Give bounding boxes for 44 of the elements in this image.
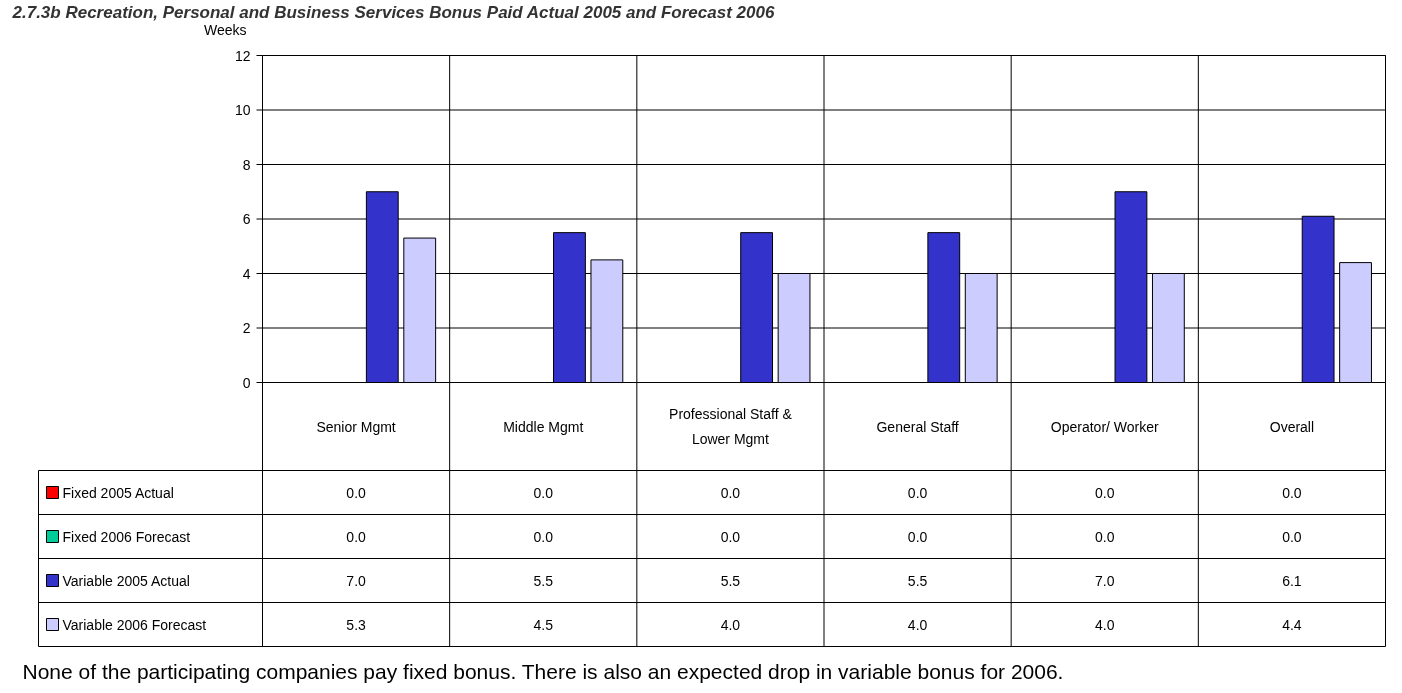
data-label: 4.0 (720, 616, 741, 633)
data-label: 0.0 (1095, 528, 1115, 545)
y-tick-label: 2 (242, 320, 251, 336)
x-tick-label: Middle Mgmt (503, 418, 584, 435)
data-label: 0.0 (1282, 528, 1302, 545)
y-axis-title: Weeks (203, 21, 247, 38)
y-tick-label: 8 (242, 156, 251, 173)
data-label: 5.5 (907, 572, 928, 589)
legend-label: Fixed 2006 Forecast (62, 528, 191, 545)
data-label: 0.0 (907, 528, 928, 545)
legend-label: Variable 2006 Forecast (62, 616, 207, 633)
x-tick-label: Overall (1269, 418, 1315, 435)
text: None of the participating companies pay fixed bonus. There is also an expected drop in variable bonus for 2006. (22, 660, 1064, 683)
data-label: 0.0 (346, 528, 367, 545)
legend-label: Fixed 2005 Actual (62, 484, 174, 501)
data-label: 4.0 (1095, 616, 1115, 633)
y-tick-label: 0 (242, 374, 251, 391)
data-label: 0.0 (1282, 484, 1302, 501)
data-label: 7.0 (1095, 572, 1115, 589)
data-label: 0.0 (533, 484, 554, 501)
x-tick-label: Professional Staff & Lower Mgmt (669, 405, 793, 448)
data-label: 0.0 (533, 528, 554, 545)
data-label: 0.0 (907, 484, 928, 501)
data-label: 0.0 (720, 484, 741, 501)
data-label: 6.1 (1282, 572, 1302, 589)
y-tick-label: 4 (242, 265, 251, 282)
legend-label: Variable 2005 Actual (62, 572, 190, 589)
data-label: 4.5 (533, 616, 554, 633)
data-label: 7.0 (346, 572, 367, 589)
x-tick-label: Operator/ Worker (1050, 418, 1160, 435)
data-label: 0.0 (720, 528, 741, 545)
data-label: 0.0 (346, 484, 367, 501)
y-tick-label: 12 (234, 47, 251, 64)
data-label: 4.0 (907, 616, 928, 633)
y-tick-label: 6 (242, 211, 251, 227)
data-label: 5.5 (720, 572, 741, 589)
data-label: 4.4 (1282, 616, 1302, 633)
x-tick-label: General Staff (876, 418, 959, 435)
chart-title: 2.7.3b Recreation, Personal and Business Services Bonus Paid Actual 2005 and Forecast 2006 (11, 3, 775, 22)
data-label: 5.5 (533, 572, 554, 589)
data-label: 0.0 (1095, 484, 1115, 501)
y-tick-label: 10 (234, 102, 251, 118)
x-tick-label: Senior Mgmt (316, 418, 396, 435)
data-label: 5.3 (346, 616, 367, 633)
